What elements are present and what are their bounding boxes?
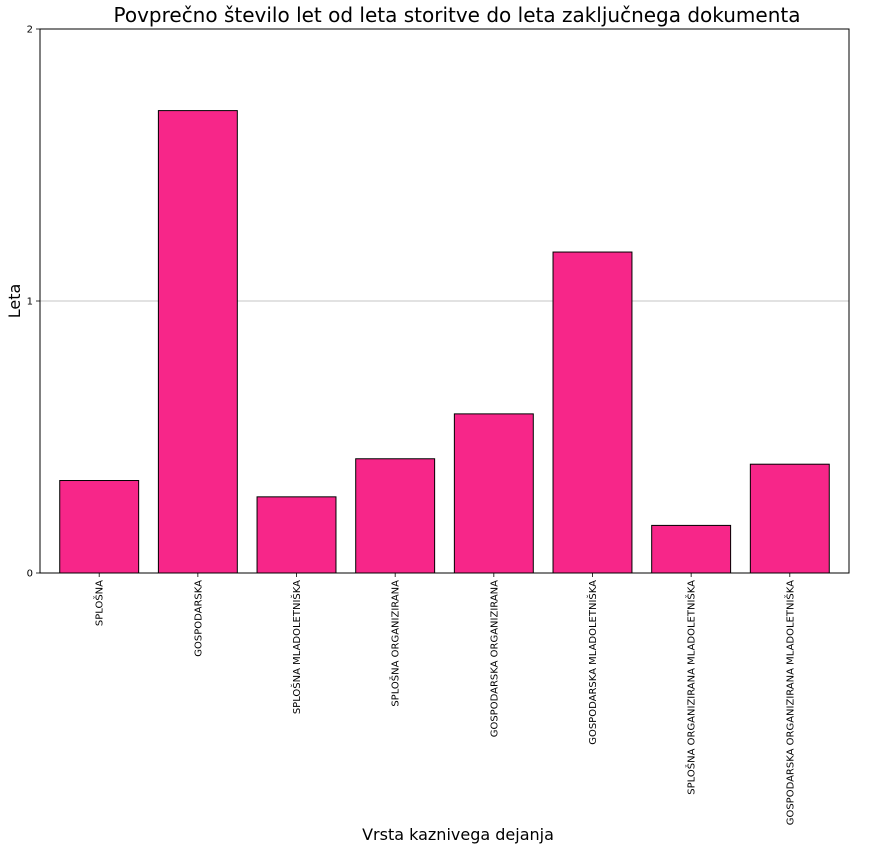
x-tick-label: GOSPODARSKA ORGANIZIRANA MLADOLETNIŠKA bbox=[783, 580, 796, 825]
x-tick-label: SPLOŠNA ORGANIZIRANA bbox=[389, 580, 402, 707]
bar bbox=[651, 524, 732, 574]
bar bbox=[157, 110, 238, 574]
bar bbox=[453, 413, 534, 574]
chart-title: Povprečno število let od leta storitve d… bbox=[113, 3, 800, 27]
bar bbox=[552, 251, 633, 574]
x-tick-label: GOSPODARSKA bbox=[193, 580, 204, 657]
bars bbox=[59, 110, 830, 574]
x-axis-label: Vrsta kaznivega dejanja bbox=[362, 825, 554, 844]
bar bbox=[355, 458, 436, 574]
y-tick-label: 1 bbox=[27, 297, 33, 308]
bar bbox=[749, 463, 830, 574]
x-axis-ticks: SPLOŠNA GOSPODARSKA SPLOŠNA MLADOLETNIŠKA S… bbox=[93, 573, 796, 825]
x-tick-label: SPLOŠNA MLADOLETNIŠKA bbox=[290, 580, 303, 714]
x-tick-label: SPLOŠNA bbox=[93, 580, 106, 626]
bar bbox=[256, 496, 337, 574]
y-axis-label: Leta bbox=[5, 284, 24, 319]
x-tick-label: GOSPODARSKA MLADOLETNIŠKA bbox=[586, 580, 599, 745]
bar bbox=[59, 480, 140, 574]
y-axis-ticks: 0 1 2 bbox=[27, 25, 40, 580]
y-tick-label: 0 bbox=[27, 569, 33, 580]
y-tick-label: 2 bbox=[27, 25, 33, 36]
x-tick-label: GOSPODARSKA ORGANIZIRANA bbox=[489, 580, 500, 737]
x-tick-label: SPLOŠNA ORGANIZIRANA MLADOLETNIŠKA bbox=[685, 580, 698, 795]
